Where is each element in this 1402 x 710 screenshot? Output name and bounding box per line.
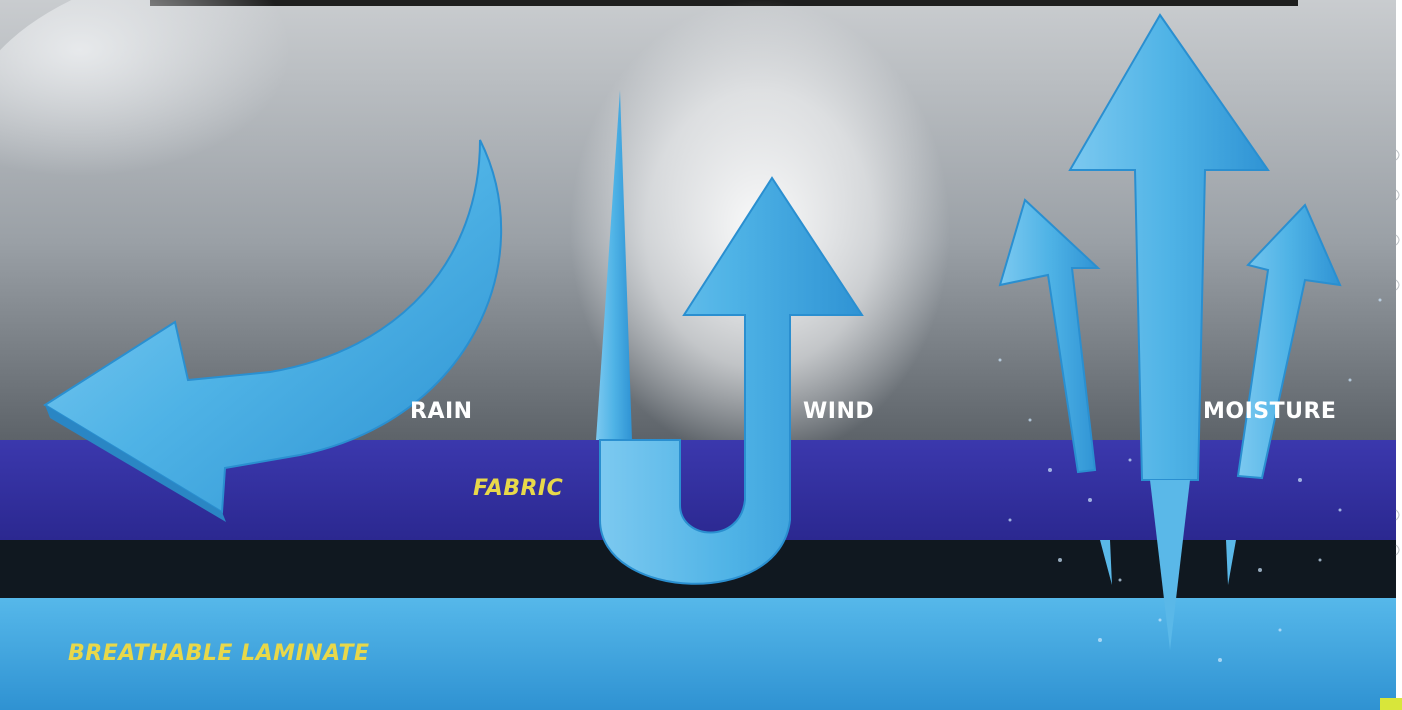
laminate-layer <box>0 598 1396 710</box>
corner-mark <box>1380 698 1402 710</box>
label-moisture: MOISTURE <box>1203 399 1336 424</box>
wind-spike-icon <box>596 90 632 440</box>
label-fabric: FABRIC <box>473 476 563 501</box>
label-breathable-laminate: BREATHABLE LAMINATE <box>68 641 370 666</box>
top-frame-line <box>150 0 1298 6</box>
up-arrows-icon <box>998 13 1342 650</box>
u-turn-arrow-icon <box>599 176 864 585</box>
curved-arrow-deflect-icon <box>43 139 503 522</box>
rain-texture <box>0 0 560 320</box>
edge-marks <box>1395 149 1400 556</box>
moisture-droplets <box>998 298 1382 662</box>
label-rain: RAIN <box>410 399 473 424</box>
label-wind: WIND <box>803 399 874 424</box>
